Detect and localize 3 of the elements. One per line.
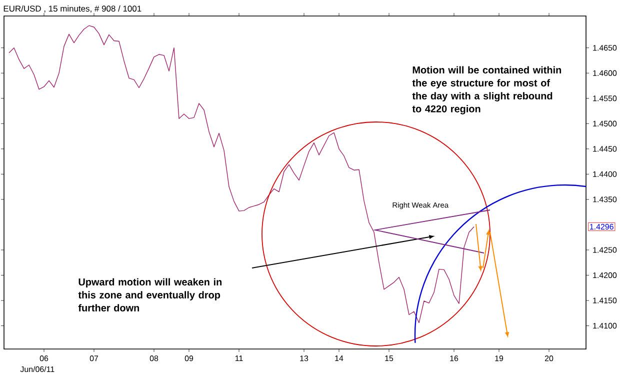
chart-title: EUR/USD , 15 minutes, # 908 / 1001 <box>4 5 142 13</box>
annotation: Motion will be contained within the eye structure for most of the day with a slight rebound to 4220 region <box>412 66 562 114</box>
annotation: Upward motion will weaken in this zone and eventually drop further down <box>78 278 222 312</box>
